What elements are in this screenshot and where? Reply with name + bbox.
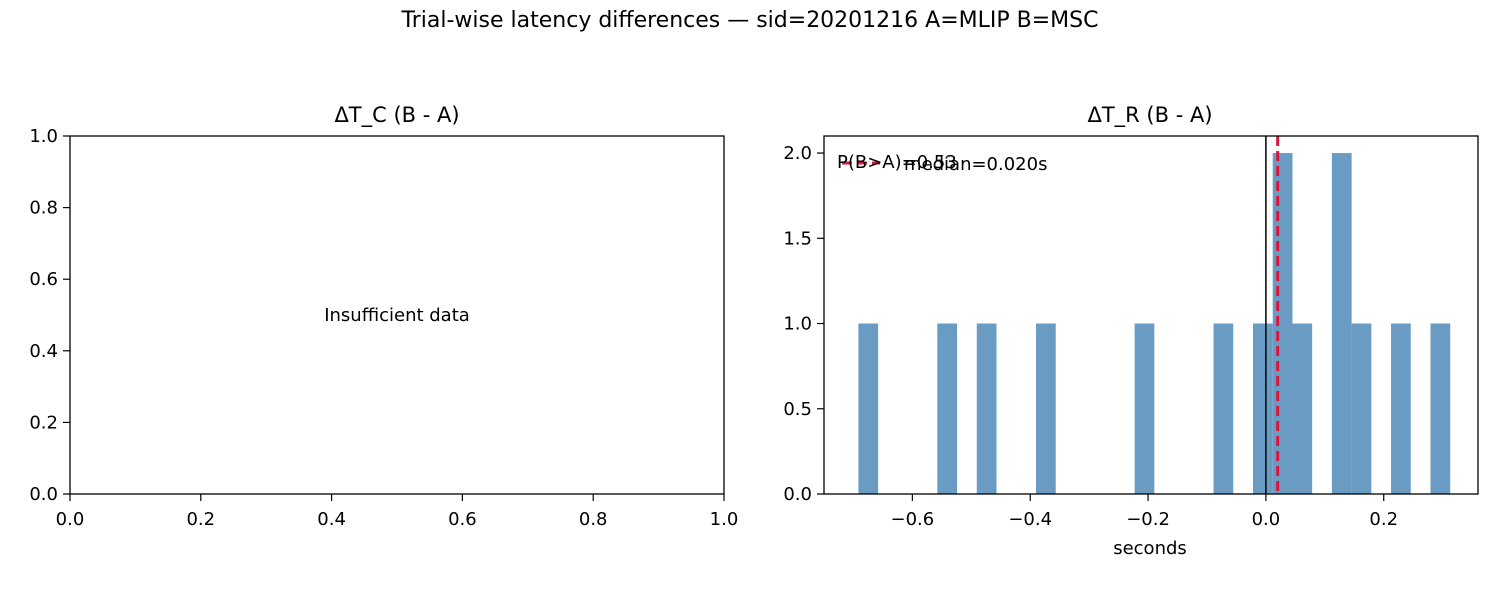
y-tick-label: 1.0 [783,314,812,335]
histogram-bar [1430,323,1451,494]
histogram-bar [1213,323,1234,494]
left-plot-frame [69,135,725,495]
left-panel: ΔT_C (B - A) 0.0 0.2 0.4 0.6 0.8 1.0 0.00.20.… [29,103,738,530]
right-panel-title: ΔT_R (B - A) [1087,103,1212,128]
histogram-bar [1292,323,1313,494]
x-tick-label: −0.6 [891,509,935,530]
histogram-bar [937,323,958,494]
y-tick-label: 1.5 [783,228,812,249]
right-x-axis-label: seconds [1113,538,1187,559]
histogram-bar [1331,153,1352,495]
y-tick-label: 0.6 [29,269,58,290]
x-tick-label: 0.0 [56,509,85,530]
y-tick-label: 1.0 [29,126,58,147]
y-tick-label: 0.8 [29,198,58,219]
right-x-ticks: −0.6 −0.4 −0.2 0.0 0.2 [891,494,1398,530]
left-panel-title: ΔT_C (B - A) [334,103,459,128]
y-tick-label: 2.0 [783,143,812,164]
figure-suptitle: Trial-wise latency differences — sid=202… [401,8,1099,33]
x-tick-label: 0.2 [186,509,215,530]
x-tick-label: 0.4 [317,509,346,530]
histogram-bar [976,323,997,494]
x-tick-label: 0.0 [1252,509,1281,530]
probability-annotation: P(B>A)=0.53 [837,152,957,173]
y-tick-label: 0.4 [29,341,58,362]
x-tick-label: 0.6 [448,509,477,530]
histogram-bar [858,323,879,494]
histogram-bar [1351,323,1372,494]
right-panel: ΔT_R (B - A) −0.6 −0.4 −0.2 0.0 0.2 0.0 0.5 1.… [783,103,1479,559]
x-tick-label: 1.0 [710,509,739,530]
right-y-ticks: 0.0 0.5 1.0 1.5 2.0 [783,143,824,505]
histogram-bar [1252,323,1273,494]
histogram-bar [1391,323,1411,494]
right-plot-frame [823,135,1479,495]
histogram-bar [1272,153,1293,495]
left-x-ticks: 0.0 0.2 0.4 0.6 0.8 1.0 [56,494,739,530]
x-tick-label: 0.8 [579,509,608,530]
x-tick-label: −0.4 [1008,509,1052,530]
legend-median-label: median=0.020s [904,154,1047,175]
histogram-bar [1035,323,1056,494]
x-tick-label: 0.2 [1369,509,1398,530]
y-tick-label: 0.2 [29,412,58,433]
histogram-bars [858,153,1451,495]
left-y-ticks: 0.0 0.2 0.4 0.6 0.8 1.0 [29,126,70,505]
y-tick-label: 0.0 [29,484,58,505]
x-tick-label: −0.2 [1126,509,1170,530]
y-tick-label: 0.0 [783,484,812,505]
histogram-bar [1134,323,1155,494]
y-tick-label: 0.5 [783,399,812,420]
insufficient-data-annotation: Insufficient data [324,305,470,326]
